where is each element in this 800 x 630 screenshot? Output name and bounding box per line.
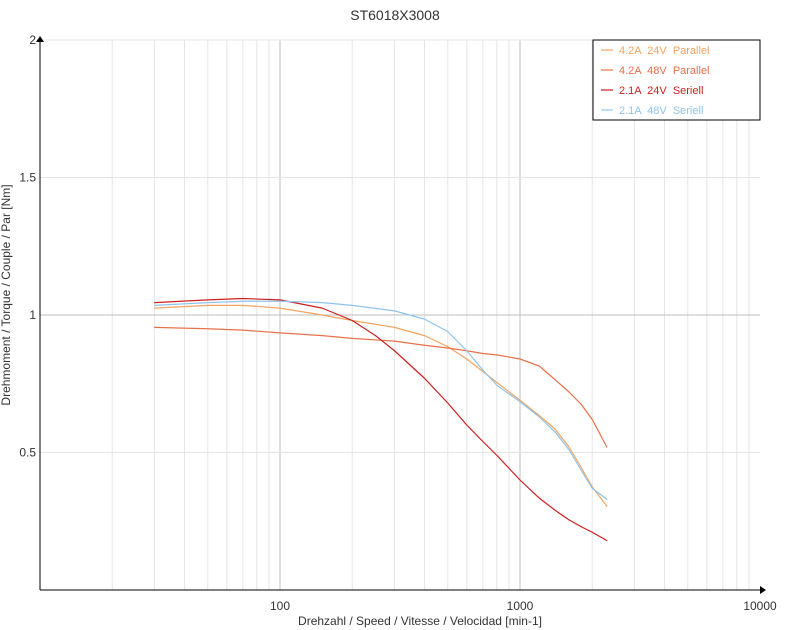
legend-label: 2.1A 24V Seriell — [619, 85, 703, 97]
series-line-1 — [153, 304, 608, 507]
tick-labels: 100 1000 10000 0.5 1 1.5 2 — [19, 33, 777, 613]
y-tick-label: 2 — [29, 33, 36, 47]
x-tick-label: 1000 — [507, 599, 534, 613]
series-line-4 — [153, 300, 608, 500]
y-tick-label: 1 — [29, 308, 36, 322]
x-axis-arrow — [760, 586, 766, 594]
y-axis-title: Drehmoment / Torque / Couple / Par [Nm] — [0, 184, 13, 405]
grid-lines — [40, 39, 760, 590]
axes — [36, 36, 766, 594]
series-line-2 — [153, 326, 608, 448]
chart-title: ST6018X3008 — [350, 7, 440, 23]
legend-label: 2.1A 48V Seriell — [619, 105, 703, 117]
legend-label: 4.2A 24V Parallel — [619, 45, 710, 57]
y-tick-label: 1.5 — [19, 171, 36, 185]
x-axis-title: Drehzahl / Speed / Vitesse / Velocidad [… — [298, 614, 542, 628]
y-tick-label: 0.5 — [19, 446, 36, 460]
legend-label: 4.2A 48V Parallel — [619, 65, 710, 77]
legend-box — [592, 39, 761, 121]
x-tick-label: 10000 — [743, 599, 777, 613]
y-axis-arrow — [36, 36, 44, 42]
plot-area — [153, 297, 608, 542]
series-line-3 — [153, 297, 608, 542]
legend: 4.2A 24V Parallel 4.2A 48V Parallel 2.1A 2… — [592, 39, 761, 121]
x-tick-label: 100 — [270, 599, 290, 613]
